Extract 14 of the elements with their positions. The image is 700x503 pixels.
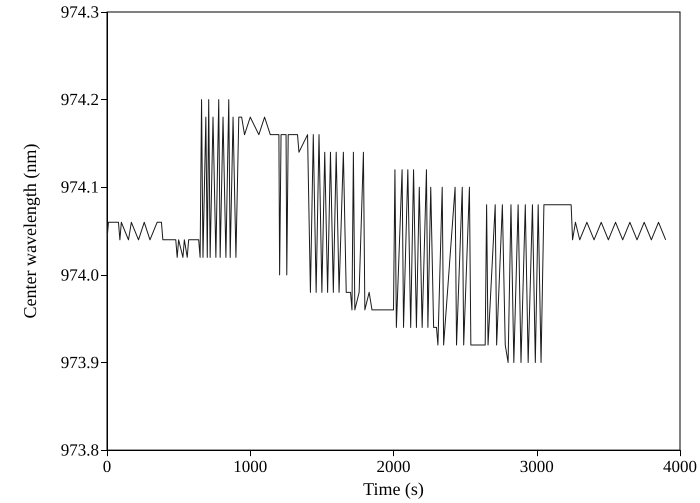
x-tick-label: 0 [102,457,112,476]
x-tick-label: 3000 [520,457,554,476]
y-tick-label: 974.2 [60,90,99,110]
y-tick-label: 974.1 [60,178,99,197]
x-axis-title: Time (s) [363,479,424,499]
x-tick-label: 1000 [233,457,268,476]
y-tick-label: 974.0 [60,265,99,284]
line-series [106,99,666,363]
y-tick-label: 973.9 [60,352,99,372]
x-tick-label: 2000 [376,457,410,476]
x-tick-label: 4000 [663,457,697,476]
y-tick-label: 974.3 [60,2,99,22]
y-axis-title: Center wavelength (nm) [20,144,40,319]
y-tick-label: 973.8 [60,440,99,460]
